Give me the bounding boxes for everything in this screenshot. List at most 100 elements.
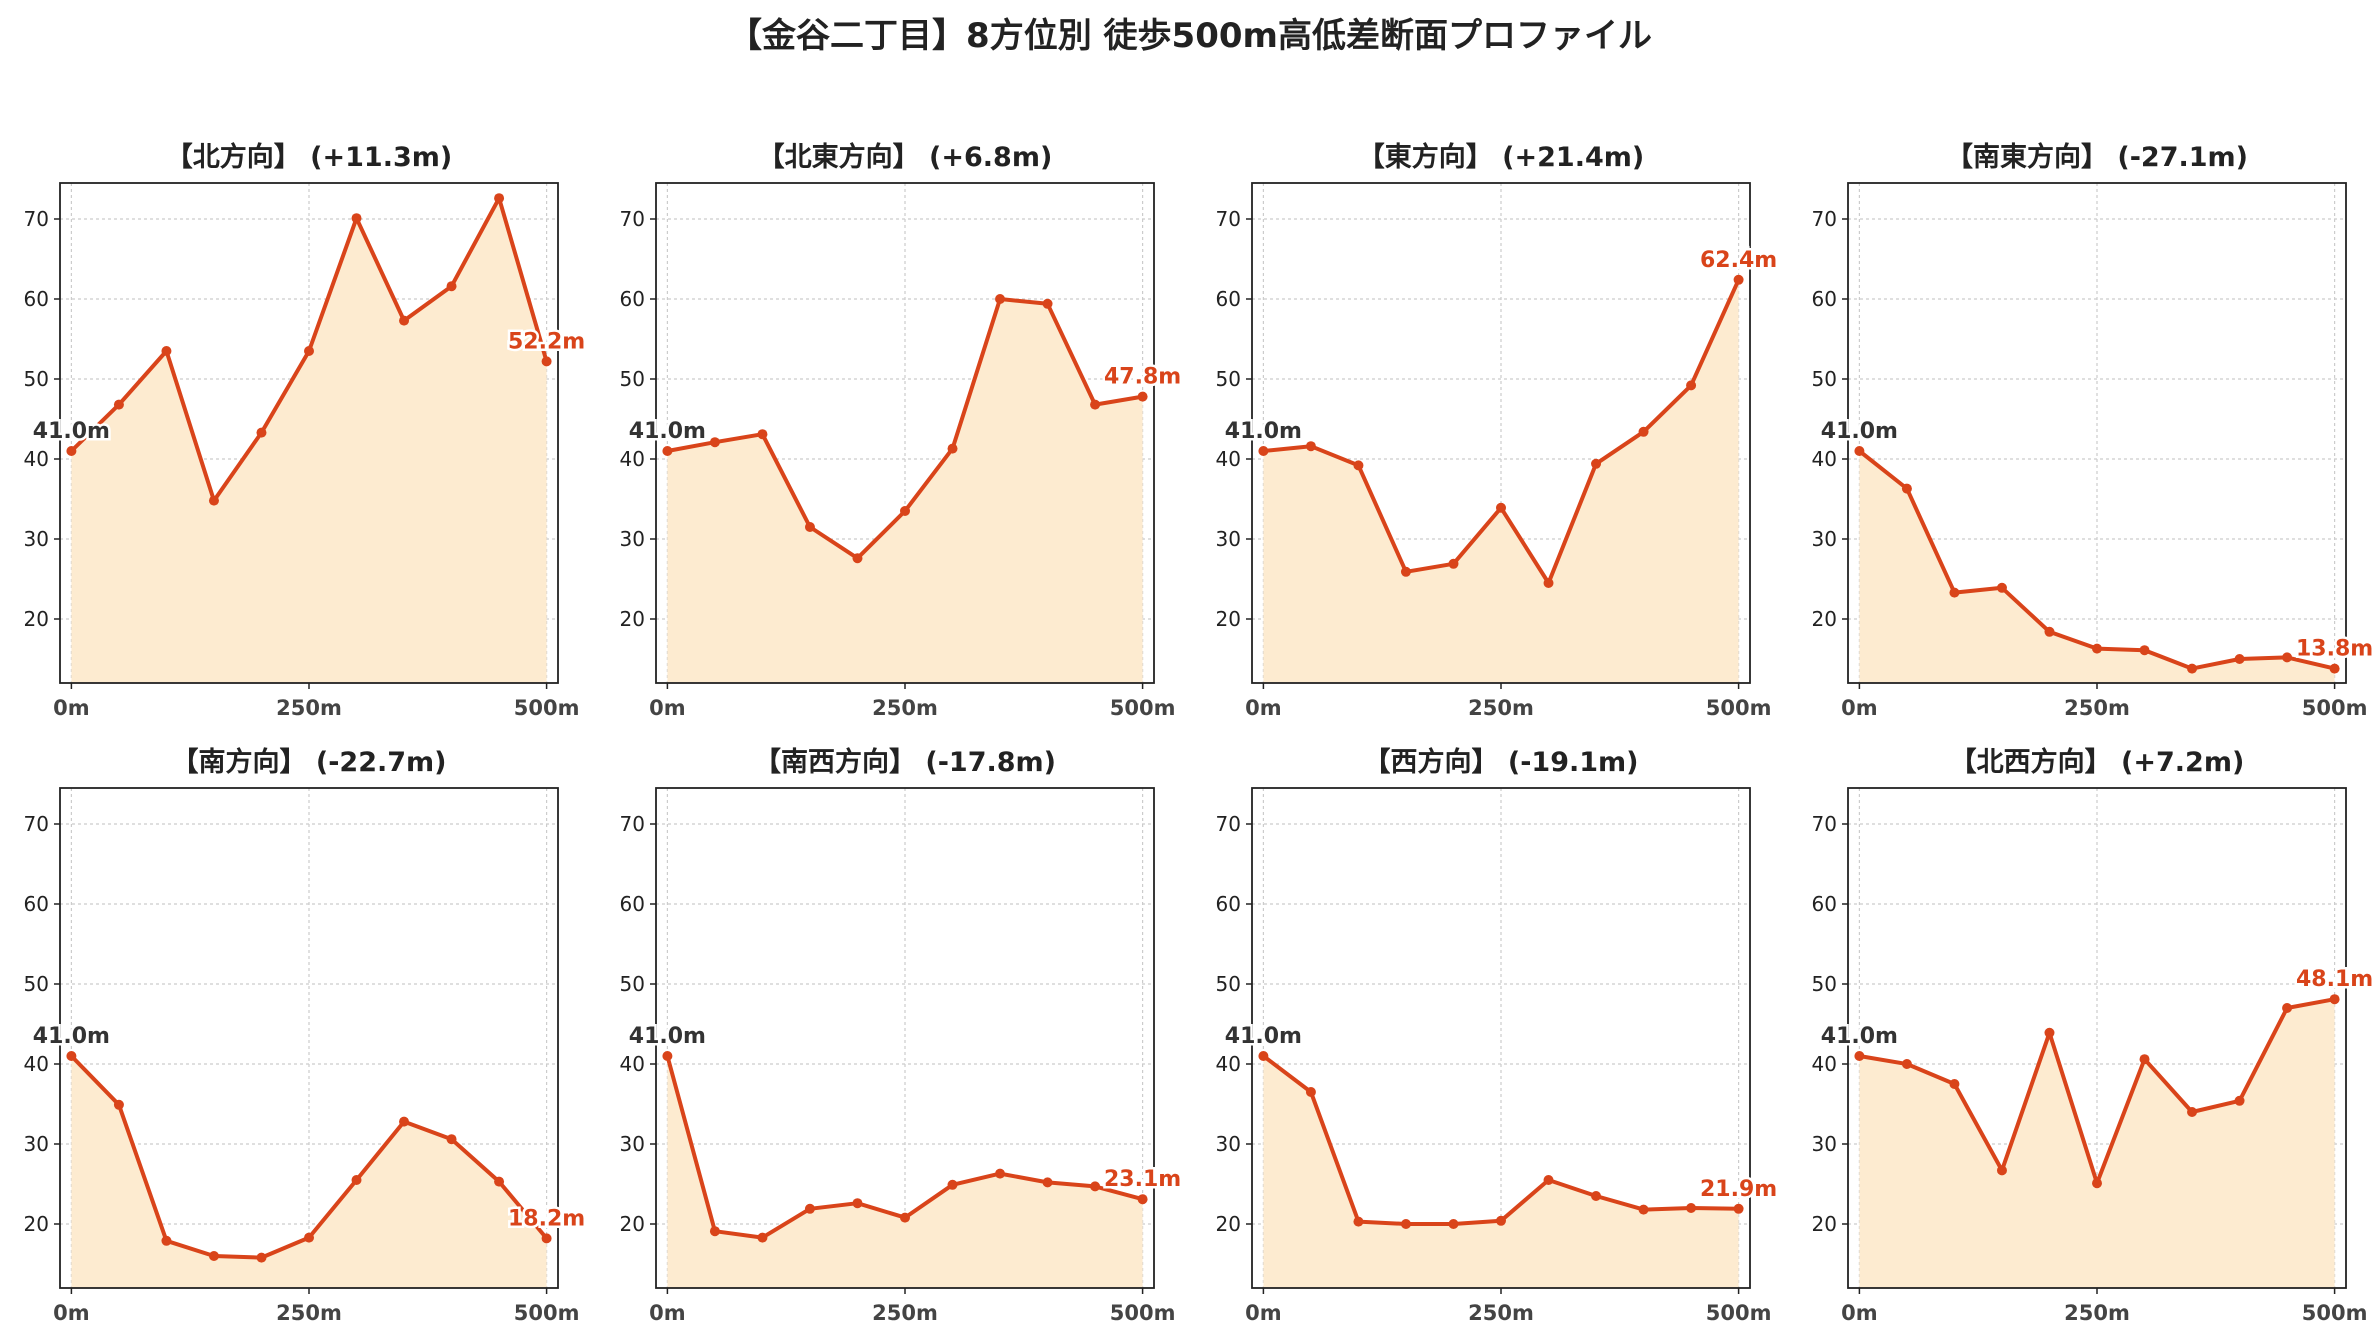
panel-2-data-point-6 [1543,578,1554,588]
panel-2-data-point-8 [1638,426,1649,437]
panel-4-ytick-label-1: 30 [24,1132,49,1156]
panel-3-data-point-3 [1996,582,2007,593]
panel-6-data-point-5 [1496,1215,1506,1226]
panel-6-data-point-8 [1638,1204,1649,1215]
panel-0-title: 【北方向】 (+11.3m) [166,141,452,173]
panel-7-ytick-label-4: 60 [1812,892,1837,916]
panel-1-ytick-label-4: 60 [620,287,645,311]
panel-7-ytick-label-2: 40 [1812,1052,1837,1076]
panel-1-area-fill [667,299,1143,683]
panel-7-area-fill [1859,999,2335,1288]
panel-3-ytick-label-2: 40 [1812,447,1837,471]
panel-7-data-point-0 [1854,1051,1865,1061]
panel-5-xtick-label-0: 0m [649,1301,686,1325]
panel-5-area-fill [667,1056,1143,1288]
panel-4-data-point-9 [494,1176,505,1187]
panel-4-ytick-label-2: 40 [24,1052,49,1076]
panel-0-ytick-label-4: 60 [24,287,49,311]
panel-7-data-point-4 [2044,1027,2055,1038]
panel-6-data-point-1 [1305,1087,1316,1097]
panel-2-ytick-label-2: 40 [1216,447,1241,471]
panel-1-data-point-1 [709,437,720,448]
panel-5-end-label: 23.1m [1104,1167,1181,1192]
panel-1-ytick-label-3: 50 [620,367,645,391]
panel-5-data-point-7 [995,1168,1006,1179]
panel-6-data-point-3 [1400,1219,1411,1229]
panel-3-data-point-4 [2044,626,2055,637]
panel-6-data-point-2 [1353,1216,1364,1227]
panel-4-data-point-2 [161,1235,172,1246]
panel-6-ytick-label-2: 40 [1216,1052,1241,1076]
panel-7-data-point-9 [2282,1003,2293,1013]
panel-0-ytick-label-0: 20 [24,607,49,631]
panel-5-data-point-3 [804,1203,815,1214]
panel-1-ytick-label-5: 70 [620,207,645,231]
panel-2-data-point-9 [1686,380,1697,391]
panel-7-end-label: 48.1m [2296,967,2373,992]
panel-1-ytick-label-2: 40 [620,447,645,471]
figure-title: 【金谷二丁目】8方位別 徒歩500m高低差断面プロファイル [728,16,1652,56]
panel-3-data-point-7 [2187,663,2198,674]
panel-5-data-point-6 [947,1179,958,1190]
panel-7-start-label: 41.0m [1821,1024,1898,1049]
panel-1-data-point-0 [662,446,673,456]
panel-2-data-point-0 [1258,446,1269,456]
panel-6-xtick-label-2: 500m [1706,1301,1772,1325]
panel-0-xtick-label-2: 500m [514,696,580,720]
panel-3-xtick-label-2: 500m [2302,696,2368,720]
panel-2-data-point-7 [1591,458,1602,469]
panel-6-ytick-label-3: 50 [1216,972,1241,996]
panel-0-end-label: 52.2m [508,329,585,354]
panel-2-data-point-4 [1448,558,1459,569]
panel-2-ytick-label-5: 70 [1216,207,1241,231]
panel-0-data-point-6 [351,213,362,224]
panel-6-end-label: 21.9m [1700,1177,1777,1202]
panel-6-title: 【西方向】 (-19.1m) [1363,746,1638,778]
panel-0-ytick-label-2: 40 [24,447,49,471]
panel-6-data-point-0 [1258,1051,1269,1061]
panel-2-end-label: 62.4m [1700,248,1777,273]
panel-5-data-point-2 [757,1232,768,1243]
panel-5-ytick-label-5: 70 [620,812,645,836]
panel-5-ytick-label-2: 40 [620,1052,645,1076]
panel-4-end-label: 18.2m [508,1206,585,1231]
panel-7-ytick-label-1: 30 [1812,1132,1837,1156]
panel-1-title: 【北東方向】 (+6.8m) [758,141,1053,173]
panel-4-ytick-label-4: 60 [24,892,49,916]
panel-1-end-label: 47.8m [1104,365,1181,390]
panel-1-data-point-9 [1090,399,1101,410]
panel-0-ytick-label-5: 70 [24,207,49,231]
panel-3-start-label: 41.0m [1821,419,1898,444]
panel-2-xtick-label-2: 500m [1706,696,1772,720]
panel-1-data-point-2 [757,429,768,440]
panel-3-data-point-8 [2234,654,2245,664]
panel-1-frame [655,182,1155,684]
panel-6-start-label: 41.0m [1225,1024,1302,1049]
panel-4-data-point-5 [304,1232,314,1243]
panel-3-xtick-label-1: 250m [2064,696,2130,720]
panel-6-area-fill [1263,1056,1739,1288]
panel-4-xtick-label-0: 0m [53,1301,90,1325]
panel-5-data-point-9 [1090,1181,1101,1192]
panel-0-data-point-4 [256,427,267,438]
panel-2-data-point-1 [1305,441,1316,452]
panel-1-data-point-10 [1137,391,1148,402]
panel-7-data-point-8 [2234,1095,2245,1106]
panel-4-data-point-8 [446,1134,457,1145]
panel-4-area-fill [71,1056,547,1288]
panel-4-data-point-6 [351,1175,362,1185]
panel-2-data-point-10 [1733,274,1744,285]
panel-0-data-point-10 [541,356,552,367]
panel-6-data-point-10 [1733,1203,1744,1214]
panel-1-start-label: 41.0m [629,419,706,444]
panel-5-xtick-label-1: 250m [872,1301,938,1325]
panel-3-data-point-9 [2282,652,2293,663]
panel-7-xtick-label-1: 250m [2064,1301,2130,1325]
panel-6-data-point-6 [1543,1175,1554,1185]
panel-2-data-point-3 [1400,566,1411,577]
panel-0-data-point-8 [446,281,457,292]
panel-1-ytick-label-1: 30 [620,527,645,551]
panel-1-data-point-5 [900,506,910,516]
panel-3-frame [1847,182,2347,684]
